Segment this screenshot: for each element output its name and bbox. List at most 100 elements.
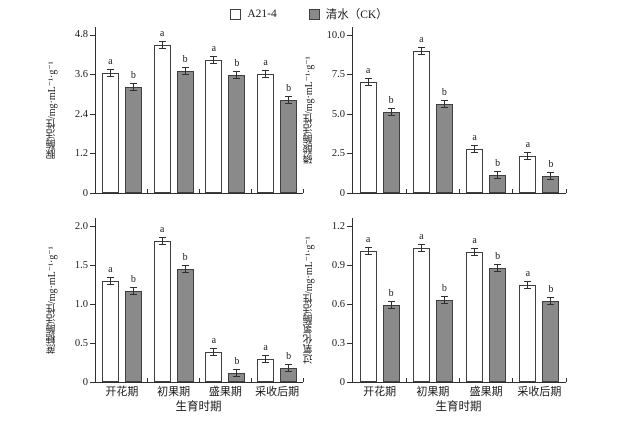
sig-letter: b bbox=[234, 58, 240, 70]
bar-ck-group1 bbox=[382, 305, 400, 382]
y-tick bbox=[347, 342, 353, 344]
bar-a21-4-group1 bbox=[359, 250, 377, 382]
error-bar bbox=[523, 280, 532, 289]
y-tick bbox=[90, 153, 96, 154]
x-category-label: 初果期 bbox=[157, 386, 191, 398]
x-tick bbox=[302, 189, 304, 193]
sig-letter: b bbox=[130, 70, 136, 81]
legend-item-a21-4: A21-4 bbox=[230, 6, 277, 22]
y-tick-label: 0 bbox=[82, 187, 88, 199]
error-bar bbox=[546, 297, 555, 306]
sig-letter: a bbox=[263, 342, 268, 354]
bar-a21-4-group3 bbox=[205, 352, 223, 382]
y-tick-label: 0 bbox=[82, 376, 88, 388]
sig-letter: a bbox=[211, 335, 217, 347]
error-bar bbox=[493, 170, 502, 179]
y-tick-label: 4.8 bbox=[74, 29, 88, 41]
error-bar bbox=[261, 355, 270, 364]
sig-letter: b bbox=[234, 355, 240, 367]
error-bar bbox=[417, 244, 426, 253]
legend-label-ck: 清水（CK） bbox=[325, 9, 388, 21]
sig-letter: b bbox=[495, 250, 501, 262]
bar-a21-4-group1 bbox=[359, 82, 377, 193]
y-tick-label: 2.4 bbox=[74, 108, 88, 120]
y-tick bbox=[347, 113, 353, 115]
y-tick bbox=[347, 303, 353, 305]
x-tick bbox=[147, 378, 149, 382]
bar-a21-4-group2 bbox=[412, 50, 430, 193]
y-tick-label: 7.5 bbox=[331, 69, 345, 80]
error-bar bbox=[129, 83, 138, 91]
sig-letter: a bbox=[108, 264, 113, 276]
bar-ck-group2 bbox=[176, 70, 194, 193]
error-bar bbox=[440, 296, 449, 305]
bar-a21-4-group3 bbox=[205, 59, 223, 193]
sig-letter: b bbox=[388, 288, 394, 300]
y-tick bbox=[347, 225, 353, 227]
y-tick-label: 0.5 bbox=[74, 337, 88, 349]
bar-ck-group1 bbox=[382, 111, 400, 193]
bar-a21-4-group3 bbox=[466, 252, 484, 382]
x-tick bbox=[565, 189, 567, 193]
bar-ck-group2 bbox=[435, 300, 453, 382]
sig-letter: a bbox=[525, 138, 531, 150]
y-tick bbox=[90, 303, 96, 305]
y-tick bbox=[347, 153, 353, 154]
bar-ck-group1 bbox=[124, 290, 142, 382]
legend: A21-4 清水（CK） bbox=[0, 6, 618, 22]
sig-letter: b bbox=[441, 283, 447, 295]
y-tick bbox=[90, 342, 96, 344]
x-tick bbox=[405, 378, 407, 382]
error-bar bbox=[284, 96, 293, 105]
plot-area-urease: 0 1.2 2.4 3.6 4.8 a b a b a b a b bbox=[75, 27, 304, 199]
error-bar bbox=[470, 248, 479, 256]
bar-a21-4-group4 bbox=[519, 284, 537, 382]
error-bar bbox=[364, 78, 373, 87]
sig-letter: a bbox=[525, 267, 531, 279]
sig-letter: b bbox=[286, 350, 292, 362]
y-tick bbox=[90, 192, 96, 194]
sig-letter: b bbox=[548, 284, 554, 296]
x-category-label: 开花期 bbox=[105, 386, 139, 398]
x-tick bbox=[302, 378, 304, 382]
y-tick bbox=[347, 192, 353, 194]
error-bar bbox=[232, 71, 241, 80]
sig-letter: b bbox=[495, 157, 501, 169]
bar-ck-group3 bbox=[489, 267, 507, 382]
sig-letter: a bbox=[108, 55, 113, 67]
sig-letter: a bbox=[211, 42, 217, 54]
bar-a21-4-group4 bbox=[257, 73, 275, 193]
sig-letter: b bbox=[388, 94, 394, 106]
x-tick bbox=[199, 378, 200, 382]
error-bar bbox=[387, 107, 396, 116]
y-tick-label: 0 bbox=[339, 376, 345, 388]
sig-letter: a bbox=[365, 65, 371, 77]
bar-a21-4-group3 bbox=[466, 148, 484, 193]
x-axis-title-right: 生育时期 bbox=[435, 401, 482, 413]
sig-letter: a bbox=[263, 56, 268, 68]
error-bar bbox=[284, 363, 293, 372]
legend-swatch-a21-4 bbox=[230, 8, 242, 20]
x-category-label: 盛果期 bbox=[208, 386, 242, 398]
y-tick-label: 3.6 bbox=[74, 69, 88, 80]
sig-letter: a bbox=[365, 233, 371, 245]
error-bar bbox=[364, 246, 373, 255]
y-tick bbox=[347, 34, 353, 36]
y-tick bbox=[90, 264, 96, 266]
error-bar bbox=[181, 66, 190, 75]
sig-letter: a bbox=[159, 27, 165, 39]
y-tick bbox=[90, 34, 96, 36]
y-tick bbox=[90, 381, 96, 383]
x-category-label: 采收后期 bbox=[255, 386, 300, 398]
bar-a21-4-group2 bbox=[153, 44, 171, 193]
sig-letter: a bbox=[472, 235, 477, 246]
x-tick bbox=[512, 378, 514, 382]
error-bar bbox=[158, 40, 167, 49]
error-bar bbox=[129, 286, 138, 295]
x-tick bbox=[512, 189, 514, 193]
y-tick bbox=[90, 225, 96, 227]
bar-ck-group4 bbox=[542, 301, 560, 382]
bar-a21-4-group1 bbox=[101, 72, 119, 193]
y-tick-label: 10.0 bbox=[326, 29, 345, 41]
